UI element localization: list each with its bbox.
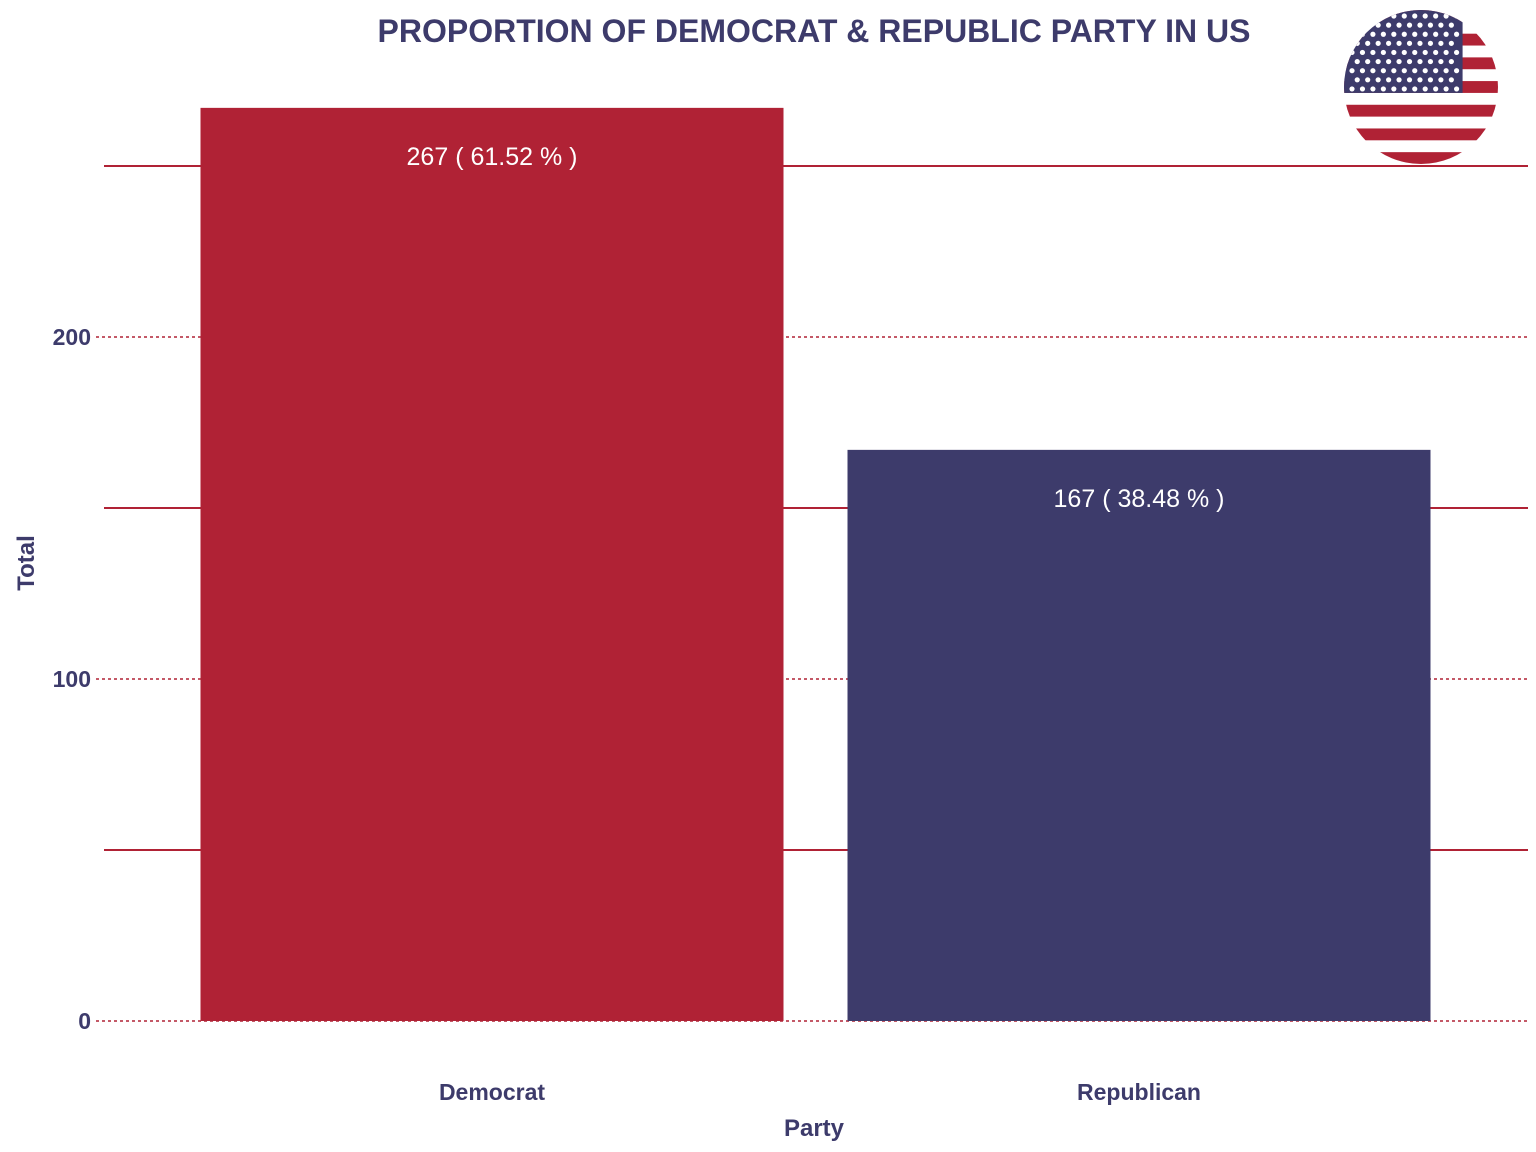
y-tick-label: 0 [78,1008,91,1034]
y-tick-label: 100 [53,666,91,692]
x-tick-label-republican: Republican [1077,1079,1201,1105]
bar-democrat [200,107,784,1022]
chart-title: PROPORTION OF DEMOCRAT & REPUBLIC PARTY … [378,13,1251,49]
x-axis-ticks: Democrat Republican [439,1079,1201,1105]
us-flag-icon [1344,10,1498,164]
data-label-democrat: 267 ( 61.52 % ) [407,143,578,171]
y-tick-label: 200 [53,324,91,350]
bar-data-labels: 267 ( 61.52 % ) 167 ( 38.48 % ) [407,143,1225,513]
x-tick-label-democrat: Democrat [439,1079,545,1105]
bar-republican [847,449,1431,1021]
bars [200,107,1431,1022]
y-axis-title: Total [13,535,40,591]
x-axis-title: Party [784,1115,845,1142]
data-label-republican: 167 ( 38.48 % ) [1054,485,1225,513]
y-axis-ticks: 0 100 200 [53,324,91,1034]
